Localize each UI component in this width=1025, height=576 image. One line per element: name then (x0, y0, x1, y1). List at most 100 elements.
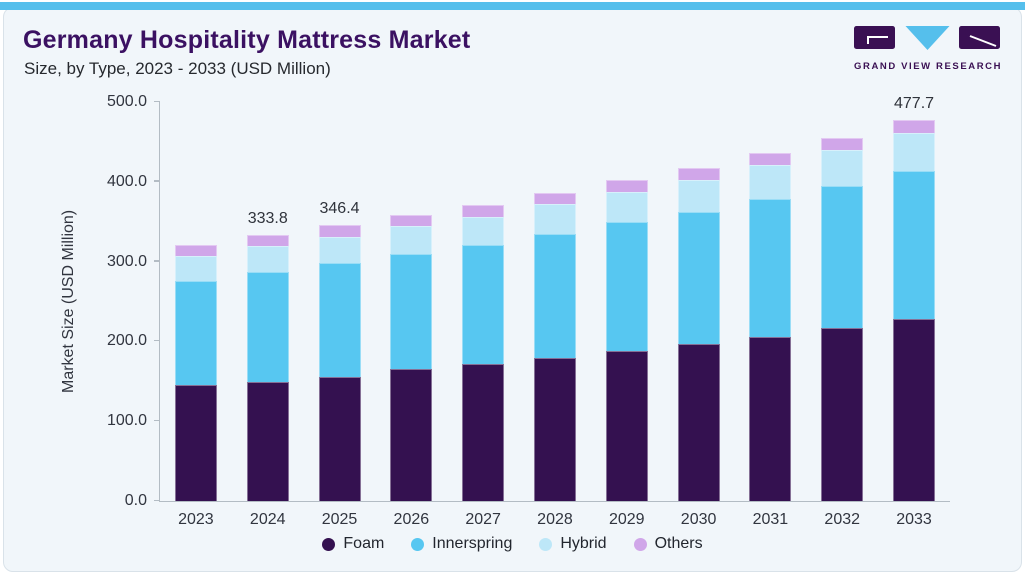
bar-2031: 2031 (749, 102, 792, 528)
segment-foam-2030 (677, 344, 720, 501)
bar-2025: 346.4 2025 (318, 102, 361, 528)
bar-2028: 2028 (533, 102, 576, 528)
x-axis-label-2025: 2025 (321, 511, 358, 528)
legend-dot-foam-icon (322, 537, 336, 551)
legend-label-hybrid: Hybrid (560, 535, 607, 552)
segment-others-2030 (677, 168, 720, 181)
x-axis-label-2029: 2029 (608, 511, 645, 528)
segment-foam-2033 (893, 319, 936, 501)
segment-innerspring-2031 (749, 199, 792, 338)
y-tick-mark (154, 180, 160, 182)
bar-2033: 477.7 2033 (893, 95, 936, 528)
segment-others-2023 (174, 245, 217, 257)
legend-item-innerspring: Innerspring (411, 535, 512, 553)
plot-area: 2023 333.8 2024 346.4 2025 2026 2027 2028 2029 20… (107, 93, 950, 528)
gvr-logo-text: GRAND VIEW RESEARCH (854, 61, 1003, 72)
gvr-logo-icon (854, 26, 1000, 50)
segment-foam-2027 (462, 363, 505, 501)
segment-hybrid-2028 (533, 204, 576, 234)
segment-hybrid-2032 (821, 149, 864, 187)
segment-hybrid-2023 (174, 256, 217, 282)
y-axis-title: Market Size (USD Million) (60, 209, 77, 394)
y-tick-mark (154, 260, 160, 262)
y-tick-label-100.0: 100.0 (106, 412, 147, 430)
bar-2024: 333.8 2024 (246, 102, 289, 528)
bar-total-label-2033: 477.7 (894, 94, 935, 112)
segment-others-2026 (390, 215, 433, 227)
x-axis-label-2032: 2032 (824, 511, 861, 528)
segment-others-2029 (605, 180, 648, 193)
legend-dot-innerspring-icon (411, 537, 425, 551)
segment-hybrid-2024 (246, 246, 289, 272)
bar-total-label-2025: 346.4 (319, 199, 360, 217)
bar-2029: 2029 (605, 102, 648, 528)
y-tick-label-300.0: 300.0 (106, 252, 147, 270)
segment-others-2032 (821, 138, 864, 150)
legend-item-others: Others (633, 535, 703, 553)
x-axis-label-2027: 2027 (465, 511, 501, 528)
legend-item-foam: Foam (322, 535, 384, 553)
segment-foam-2032 (821, 328, 864, 501)
x-axis-label-2024: 2024 (249, 511, 286, 528)
segment-foam-2031 (749, 337, 792, 501)
chart-legend: Foam Innerspring Hybrid Others (0, 535, 1025, 553)
y-tick-mark (154, 499, 160, 501)
segment-hybrid-2030 (677, 180, 720, 213)
legend-label-others: Others (654, 535, 703, 552)
x-axis-label-2033: 2033 (896, 511, 932, 528)
x-axis-label-2031: 2031 (752, 511, 789, 528)
legend-dot-hybrid-icon (539, 537, 553, 551)
segment-innerspring-2028 (533, 234, 576, 358)
y-tick-label-0.0: 0.0 (124, 492, 147, 509)
segment-foam-2023 (174, 384, 217, 501)
segment-hybrid-2027 (462, 217, 505, 246)
bar-2026: 2026 (390, 102, 433, 528)
y-tick-label-200.0: 200.0 (106, 332, 147, 350)
segment-innerspring-2025 (318, 263, 361, 377)
grand-view-research-logo: GRAND VIEW RESEARCH (854, 26, 1003, 72)
segment-foam-2029 (605, 350, 648, 501)
segment-others-2024 (246, 234, 289, 247)
bars-row: 2023 333.8 2024 346.4 2025 2026 2027 2028 2029 20… (160, 95, 950, 528)
page-title: Germany Hospitality Mattress Market (23, 26, 471, 54)
segment-hybrid-2026 (390, 226, 433, 255)
y-tick-mark (154, 100, 160, 102)
segment-innerspring-2029 (605, 222, 648, 351)
segment-others-2031 (749, 153, 792, 166)
bar-2030: 2030 (677, 102, 720, 528)
segment-innerspring-2032 (821, 186, 864, 328)
x-axis-label-2026: 2026 (393, 511, 430, 528)
accent-top-bar (0, 2, 1025, 10)
segment-innerspring-2026 (390, 254, 433, 370)
segment-others-2033 (893, 119, 936, 134)
segment-others-2027 (462, 205, 505, 218)
segment-foam-2024 (246, 382, 289, 501)
y-tick-label-500.0: 500.0 (106, 93, 147, 110)
segment-innerspring-2023 (174, 281, 217, 385)
legend-dot-others-icon (633, 537, 647, 551)
segment-foam-2025 (318, 377, 361, 501)
segment-hybrid-2025 (318, 237, 361, 264)
segment-foam-2028 (533, 358, 576, 501)
y-tick-mark (154, 339, 160, 342)
x-axis-label-2028: 2028 (537, 511, 573, 528)
segment-hybrid-2033 (893, 133, 936, 172)
page-subtitle: Size, by Type, 2023 - 2033 (USD Million) (24, 59, 331, 78)
x-axis-label-2030: 2030 (680, 511, 717, 528)
legend-item-hybrid: Hybrid (539, 535, 607, 553)
segment-foam-2026 (390, 369, 433, 501)
legend-label-foam: Foam (343, 535, 385, 552)
bar-2032: 2032 (821, 102, 864, 528)
segment-others-2025 (318, 224, 361, 238)
legend-label-innerspring: Innerspring (432, 535, 513, 552)
bar-2027: 2027 (462, 102, 505, 528)
bar-total-label-2024: 333.8 (247, 209, 288, 227)
x-axis-label-2023: 2023 (178, 511, 214, 528)
bar-2023: 2023 (174, 102, 217, 528)
segment-innerspring-2027 (462, 245, 505, 364)
segment-hybrid-2029 (605, 192, 648, 223)
y-tick-mark (154, 419, 160, 422)
y-tick-label-400.0: 400.0 (106, 172, 147, 190)
segment-innerspring-2030 (677, 212, 720, 345)
segment-others-2028 (533, 193, 576, 204)
